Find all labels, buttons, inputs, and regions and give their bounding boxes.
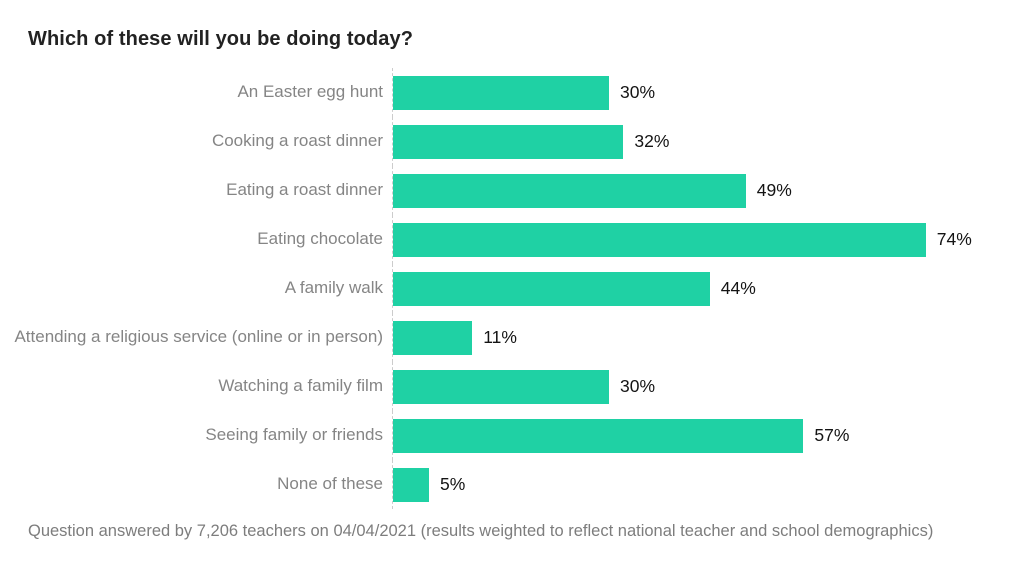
plot-area: 32% <box>392 117 1024 166</box>
chart-row: Attending a religious service (online or… <box>0 313 1024 362</box>
bar <box>393 124 624 159</box>
bar <box>393 222 926 257</box>
value-label: 11% <box>483 327 517 347</box>
value-label: 30% <box>620 376 656 396</box>
plot-area: 49% <box>392 166 1024 215</box>
value-label: 57% <box>814 425 850 445</box>
category-label: Seeing family or friends <box>205 425 383 445</box>
bar <box>393 320 473 355</box>
plot-area: 30% <box>392 68 1024 117</box>
plot-area: 11% <box>392 313 1024 362</box>
chart-title: Which of these will you be doing today? <box>28 28 414 50</box>
category-label: An Easter egg hunt <box>237 82 383 102</box>
bar-chart: An Easter egg hunt 30% Cooking a roast d… <box>0 68 1024 509</box>
source-note: Question answered by 7,206 teachers on 0… <box>28 522 934 540</box>
value-label: 32% <box>634 131 670 151</box>
chart-row: Seeing family or friends 57% <box>0 411 1024 460</box>
chart-row: Eating a roast dinner 49% <box>0 166 1024 215</box>
chart-row: Eating chocolate 74% <box>0 215 1024 264</box>
plot-area: 57% <box>392 411 1024 460</box>
plot-area: 44% <box>392 264 1024 313</box>
chart-row: None of these 5% <box>0 460 1024 509</box>
value-label: 30% <box>620 82 656 102</box>
category-label: None of these <box>277 474 383 494</box>
chart-row: Cooking a roast dinner 32% <box>0 117 1024 166</box>
plot-area: 30% <box>392 362 1024 411</box>
bar <box>393 173 746 208</box>
bar <box>393 271 710 306</box>
chart-row: A family walk 44% <box>0 264 1024 313</box>
category-label: A family walk <box>284 278 383 298</box>
plot-area: 5% <box>392 460 1024 509</box>
plot-area: 74% <box>392 215 1024 264</box>
bar <box>393 369 609 404</box>
value-label: 5% <box>440 474 466 494</box>
bar <box>393 75 609 110</box>
category-label: Attending a religious service (online or… <box>14 327 383 347</box>
chart-row: Watching a family film 30% <box>0 362 1024 411</box>
category-label: Eating chocolate <box>257 229 383 249</box>
category-label: Eating a roast dinner <box>226 180 383 200</box>
value-label: 74% <box>936 229 972 249</box>
category-label: Watching a family film <box>218 376 383 396</box>
bar <box>393 418 804 453</box>
bar <box>393 467 429 502</box>
value-label: 49% <box>756 180 792 200</box>
chart-row: An Easter egg hunt 30% <box>0 68 1024 117</box>
value-label: 44% <box>720 278 756 298</box>
category-label: Cooking a roast dinner <box>211 131 383 151</box>
